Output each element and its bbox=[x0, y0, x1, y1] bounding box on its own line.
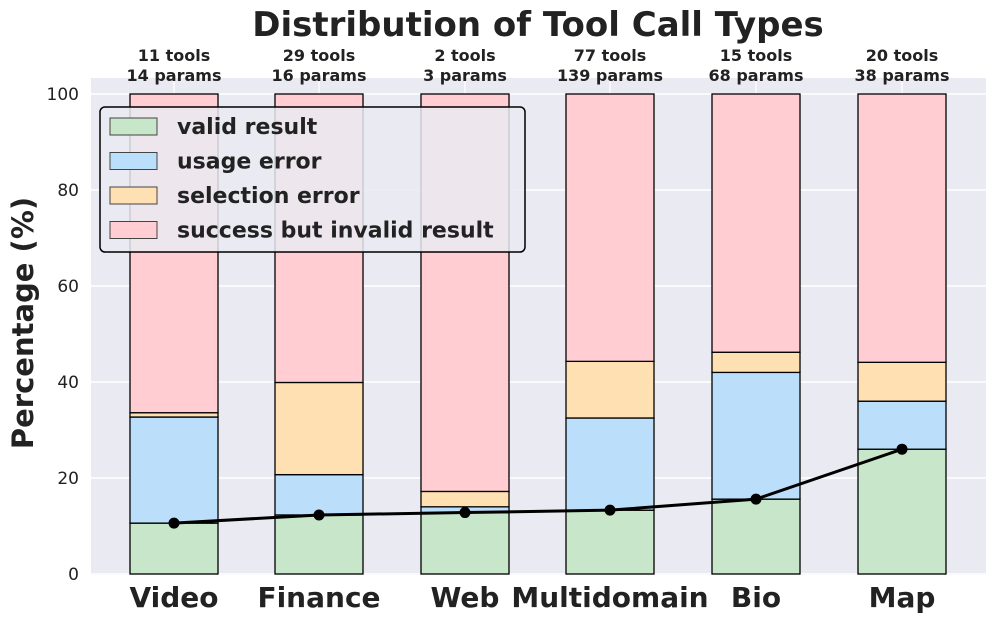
legend-label: success but invalid result bbox=[177, 219, 494, 244]
y-tick-label: 100 bbox=[47, 85, 79, 105]
trend-point bbox=[459, 507, 471, 519]
annotation-tools: 77 tools bbox=[574, 46, 646, 65]
legend-label: valid result bbox=[177, 115, 318, 140]
legend-swatch bbox=[109, 221, 158, 239]
y-tick-label: 20 bbox=[57, 469, 79, 489]
chart-title: Distribution of Tool Call Types bbox=[252, 5, 824, 45]
annotation-tools: 2 tools bbox=[434, 46, 495, 65]
annotation-params: 68 params bbox=[709, 66, 804, 85]
x-axis-ticks: Video Finance Web Multidomain Bio Map bbox=[129, 581, 935, 614]
annotation-tools: 20 tools bbox=[866, 46, 938, 65]
y-tick-label: 0 bbox=[68, 565, 79, 585]
annotation-params: 16 params bbox=[272, 66, 367, 85]
x-tick-label: Bio bbox=[731, 581, 781, 614]
trend-point bbox=[168, 517, 180, 529]
bar-segment bbox=[565, 360, 655, 419]
bar-segment bbox=[274, 473, 364, 516]
bar-segment bbox=[565, 509, 655, 575]
legend-swatch bbox=[109, 186, 158, 205]
bar-segment bbox=[711, 498, 801, 575]
legend-box bbox=[99, 106, 526, 253]
trend-line-group bbox=[168, 443, 908, 529]
y-axis-label: Percentage (%) bbox=[6, 197, 40, 449]
legend: valid result usage error selection error su… bbox=[99, 106, 526, 253]
y-tick-label: 40 bbox=[57, 373, 79, 393]
bar-segment bbox=[711, 93, 801, 353]
trend-point bbox=[896, 443, 908, 455]
trend-line bbox=[173, 447, 903, 525]
legend-swatch bbox=[109, 152, 158, 170]
x-tick-label: Map bbox=[869, 581, 936, 614]
annotation-tools: 29 tools bbox=[283, 46, 355, 65]
y-tick-label: 80 bbox=[57, 181, 79, 201]
bar-segment bbox=[129, 522, 219, 575]
trend-point bbox=[604, 504, 616, 516]
annotation-tools: 15 tools bbox=[720, 46, 792, 65]
bar-segment bbox=[565, 93, 655, 363]
bar-segment bbox=[711, 351, 801, 374]
legend-label: usage error bbox=[177, 150, 322, 175]
legend-swatch bbox=[109, 117, 158, 136]
legend-label: selection error bbox=[177, 184, 360, 209]
bar-segment bbox=[129, 416, 219, 524]
bar-segment bbox=[420, 511, 510, 575]
annotation-params: 139 params bbox=[557, 66, 663, 85]
trend-point bbox=[750, 493, 762, 505]
trend-point bbox=[313, 509, 325, 521]
bar-segment bbox=[274, 514, 364, 575]
bar-segment bbox=[711, 371, 801, 500]
annotation-params: 3 params bbox=[423, 66, 507, 85]
annotation-tools: 11 tools bbox=[138, 46, 210, 65]
y-axis-ticks: 0 20 40 60 80 100 bbox=[47, 85, 79, 585]
annotation-params: 14 params bbox=[127, 66, 222, 85]
x-tick-label: Multidomain bbox=[511, 581, 708, 614]
bar-segment bbox=[857, 361, 947, 402]
y-tick-label: 60 bbox=[57, 277, 79, 297]
bar-segment bbox=[420, 490, 510, 508]
annotation-params: 38 params bbox=[855, 66, 950, 85]
bar-segment bbox=[857, 93, 947, 363]
bar-segment bbox=[274, 381, 364, 476]
bar-segment bbox=[857, 448, 947, 575]
x-tick-label: Web bbox=[431, 581, 500, 614]
x-tick-label: Video bbox=[129, 581, 218, 614]
x-tick-label: Finance bbox=[257, 581, 380, 614]
bar-segment bbox=[565, 417, 655, 511]
bar-segment bbox=[857, 400, 947, 450]
